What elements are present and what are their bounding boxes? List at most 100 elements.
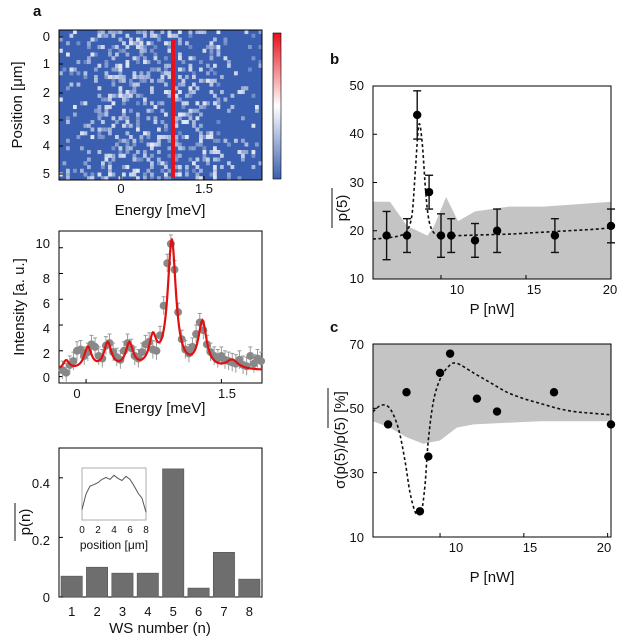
spectrum-point — [152, 346, 161, 355]
heatmap-cell — [209, 48, 214, 53]
heatmap-cell — [125, 120, 130, 125]
heatmap-cell — [202, 135, 207, 140]
heatmap-cell — [136, 37, 140, 42]
heatmap-cell — [101, 161, 105, 166]
heatmap-cell — [164, 161, 168, 166]
heatmap-cell — [150, 165, 154, 170]
heatmap-cell — [94, 52, 98, 57]
heatmap-cell — [76, 71, 81, 76]
heatmap-cell — [199, 138, 203, 143]
heatmap-cell — [69, 67, 74, 72]
heatmap-cell — [125, 116, 130, 121]
heatmap-cell — [115, 30, 119, 35]
heatmap-cell — [143, 176, 147, 181]
heatmap-cell — [132, 168, 137, 173]
ws-inset: 0 2 4 6 8 position [μm] — [79, 467, 149, 552]
heatmap-cell — [188, 90, 193, 95]
b-xlabel: P [nW] — [470, 301, 515, 318]
b-ticks — [373, 85, 612, 280]
heatmap-cell — [258, 161, 263, 166]
c-data-point — [549, 388, 559, 397]
ws-xlabel: WS number (n) — [109, 620, 211, 637]
heatmap-cell — [251, 93, 256, 98]
heatmap-cell — [101, 165, 105, 170]
heatmap-cell — [143, 172, 147, 177]
heatmap-cell — [101, 120, 105, 125]
heatmap-cell — [213, 176, 217, 181]
heatmap-cell — [132, 86, 137, 91]
heatmap-cell — [195, 30, 200, 35]
panel-label-b: b — [330, 51, 339, 68]
heatmap-cell — [195, 176, 200, 181]
heatmap-cell — [199, 112, 203, 117]
heatmap-cell — [192, 168, 196, 173]
heatmap-cell — [115, 63, 119, 68]
b-uncertainty-band — [373, 197, 611, 279]
heatmap-cell — [185, 101, 189, 106]
heatmap-cell — [185, 112, 189, 117]
heatmap-cell — [174, 120, 179, 125]
heatmap-cell — [83, 123, 88, 128]
heatmap-cell — [241, 90, 245, 95]
heatmap-cell — [248, 45, 252, 50]
heatmap-cell — [220, 153, 224, 158]
heatmap-cell — [174, 135, 179, 140]
heatmap-cell — [188, 33, 193, 38]
heatmap-cell — [104, 153, 109, 158]
heatmap-cell — [108, 172, 112, 177]
spectrum-ytick-0: 0 — [43, 370, 50, 385]
heatmap-cell — [94, 108, 98, 113]
heatmap-ytick-5: 5 — [43, 166, 50, 181]
heatmap-cell — [160, 108, 165, 113]
heatmap-cell — [136, 101, 140, 106]
heatmap-cell — [146, 131, 151, 136]
heatmap-cell — [136, 150, 140, 155]
heatmap-cell — [115, 120, 119, 125]
heatmap-cell — [125, 138, 130, 143]
heatmap-cell — [143, 131, 147, 136]
heatmap-cell — [199, 123, 203, 128]
heatmap-cell — [97, 108, 102, 113]
ws-category-label: 1 — [68, 604, 75, 619]
heatmap-cell — [251, 33, 256, 38]
heatmap-cell — [118, 146, 123, 151]
heatmap-cell — [104, 75, 109, 80]
b-data-point — [470, 236, 480, 245]
heatmap-cell — [244, 150, 249, 155]
heatmap-cell — [167, 63, 172, 68]
ws-bar — [86, 566, 109, 598]
heatmap-cell — [111, 93, 116, 98]
heatmap-cell — [167, 168, 172, 173]
heatmap-cell — [157, 142, 161, 147]
c-data-point — [492, 407, 502, 416]
heatmap-panel: 0 1.5 0 1 2 3 4 5 Energy [meV] Position … — [9, 29, 282, 219]
heatmap-cell — [150, 86, 154, 91]
heatmap-cell — [258, 60, 263, 65]
heatmap-cell — [185, 168, 189, 173]
heatmap-cell — [118, 67, 123, 72]
heatmap-cell — [104, 112, 109, 117]
heatmap-cell — [97, 86, 102, 91]
heatmap-cell — [139, 30, 144, 35]
ws-category-label: 3 — [119, 604, 126, 619]
heatmap-cell — [181, 67, 186, 72]
heatmap-cell — [178, 131, 182, 136]
heatmap-cell — [143, 153, 147, 158]
heatmap-cell — [153, 120, 158, 125]
c-xtick-20: 20 — [597, 540, 611, 555]
heatmap-cell — [122, 165, 126, 170]
heatmap-cell — [143, 48, 147, 53]
heatmap-cell — [167, 90, 172, 95]
heatmap-cell — [66, 172, 70, 177]
heatmap-cell — [167, 45, 172, 50]
heatmap-cell — [108, 131, 112, 136]
heatmap-cell — [157, 138, 161, 143]
b-data-point — [424, 187, 434, 197]
heatmap-cell — [213, 146, 217, 151]
ws-bar — [212, 551, 235, 598]
heatmap-cell — [104, 33, 109, 38]
heatmap-cell — [153, 142, 158, 147]
heatmap-cell — [83, 60, 88, 65]
c-fit-line — [372, 362, 612, 516]
heatmap-cell — [59, 48, 63, 53]
